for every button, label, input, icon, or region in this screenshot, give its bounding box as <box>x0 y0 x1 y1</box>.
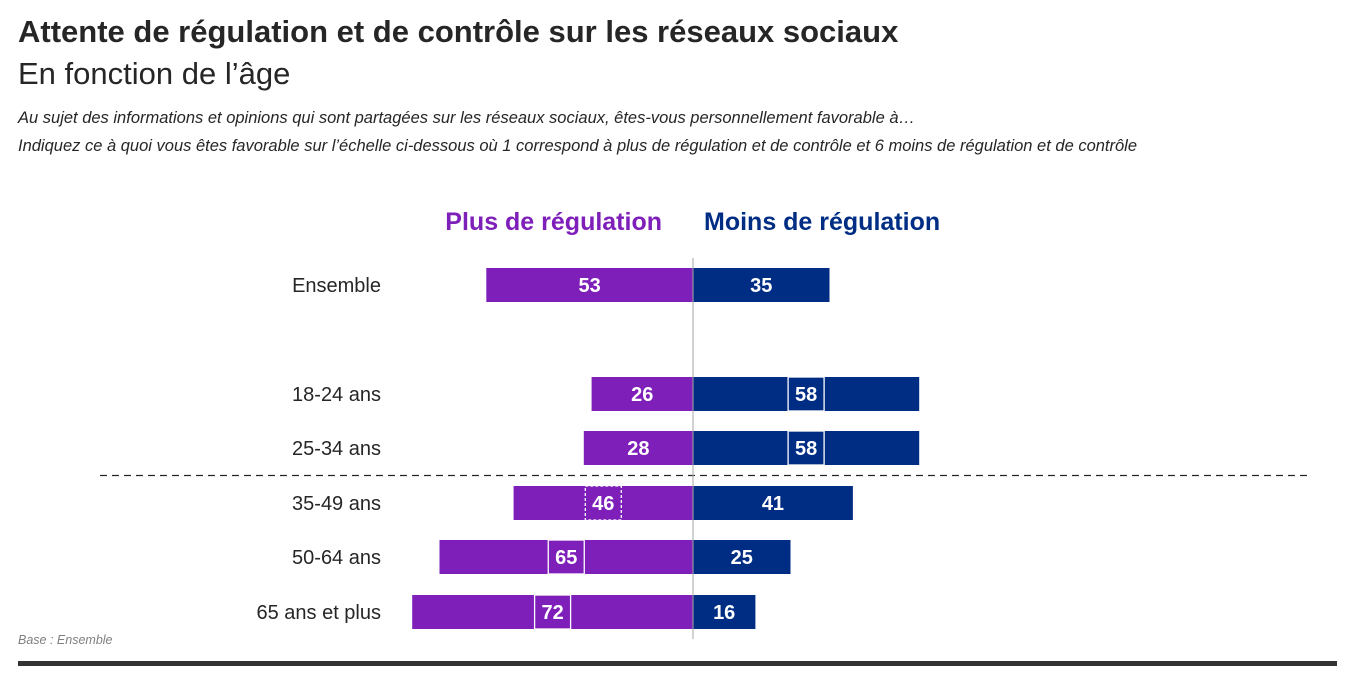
data-label-plus: 46 <box>592 493 614 515</box>
data-label-plus: 53 <box>579 275 601 297</box>
category-label: 35-49 ans <box>292 493 381 515</box>
bar-moins-de-regulation <box>693 540 791 574</box>
bar-moins-de-regulation <box>693 486 853 520</box>
bar-moins-de-regulation <box>693 268 830 302</box>
category-label: 50-64 ans <box>292 547 381 569</box>
chart-subtitle: En fonction de l’âge <box>18 56 291 91</box>
legend-plus-de-regulation: Plus de régulation <box>445 208 662 236</box>
base-note: Base : Ensemble <box>18 633 113 647</box>
data-label-plus: 26 <box>631 384 653 406</box>
category-label: Ensemble <box>292 275 381 297</box>
bar-plus-de-regulation <box>513 486 693 520</box>
question-text-line1: Au sujet des informations et opinions qu… <box>18 109 916 127</box>
data-label-plus: 65 <box>555 547 577 569</box>
bar-plus-de-regulation <box>439 540 693 574</box>
bottom-rule <box>18 661 1337 666</box>
bar-moins-de-regulation <box>693 431 920 465</box>
bar-plus-de-regulation <box>412 595 693 629</box>
data-label-moins: 25 <box>731 547 753 569</box>
data-label-moins: 16 <box>713 602 735 624</box>
data-label-moins: 58 <box>795 438 817 460</box>
data-label-plus: 28 <box>627 438 649 460</box>
category-label: 65 ans et plus <box>256 602 381 624</box>
value-highlight-box <box>584 485 622 521</box>
value-highlight-box <box>787 376 825 412</box>
data-label-moins: 58 <box>795 384 817 406</box>
data-label-moins: 41 <box>762 493 784 515</box>
value-highlight-box <box>547 539 585 575</box>
value-highlight-box <box>533 594 572 630</box>
value-highlight-box <box>787 430 825 466</box>
category-label: 25-34 ans <box>292 438 381 460</box>
legend-moins-de-regulation: Moins de régulation <box>704 208 941 236</box>
chart-title: Attente de régulation et de contrôle sur… <box>18 14 899 49</box>
bar-plus-de-regulation <box>486 268 693 302</box>
bar-moins-de-regulation <box>693 377 920 411</box>
bar-plus-de-regulation <box>591 377 693 411</box>
bar-plus-de-regulation <box>583 431 693 465</box>
question-text-line2: Indiquez ce à quoi vous êtes favorable s… <box>18 137 1138 155</box>
bar-moins-de-regulation <box>693 595 756 629</box>
data-label-moins: 35 <box>750 275 772 297</box>
data-label-plus: 72 <box>541 602 563 624</box>
category-label: 18-24 ans <box>292 384 381 406</box>
